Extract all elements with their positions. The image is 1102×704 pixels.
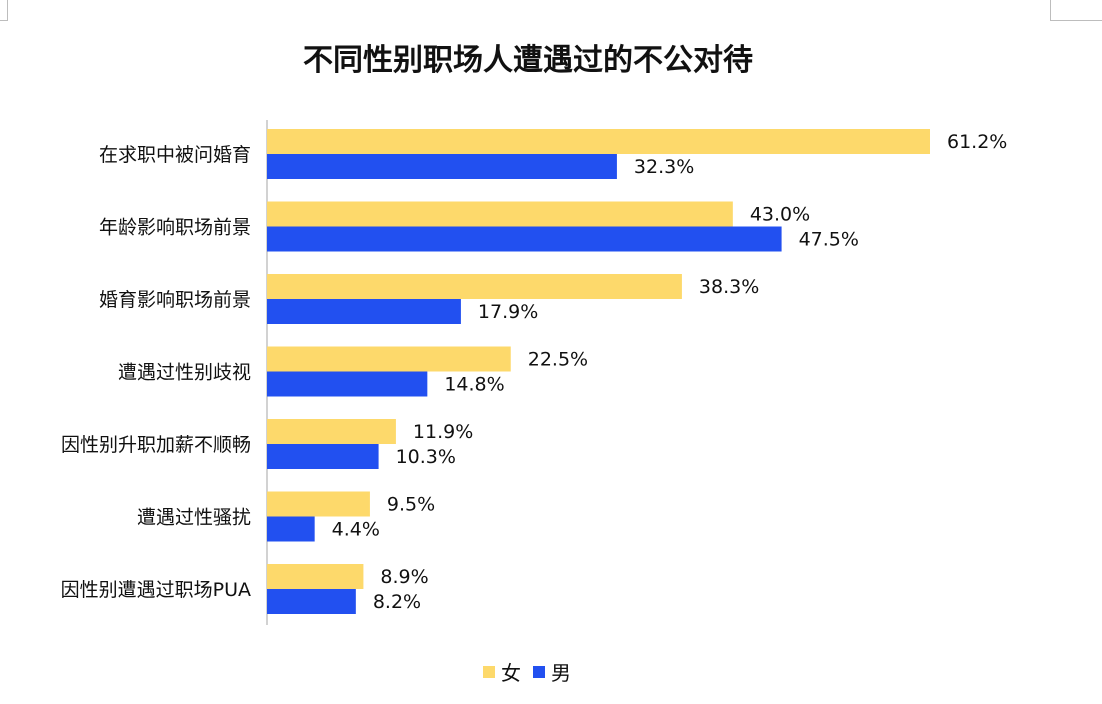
legend-swatch-male [533,666,545,678]
bar-male [267,371,428,397]
bar-male [267,226,782,252]
bar-female [267,419,396,444]
window-corner-right [1050,0,1102,21]
bar-female [267,129,930,154]
bar-male [267,444,379,469]
data-label: 17.9% [478,301,538,323]
legend-label-female: 女 [501,661,521,685]
data-label: 8.9% [380,566,428,588]
data-label: 22.5% [528,349,588,371]
bar-female [267,201,733,227]
data-label: 4.4% [332,519,380,541]
bar-male [267,299,461,324]
legend-swatch-female [483,666,495,678]
bar-female [267,274,682,299]
data-label: 43.0% [750,204,810,226]
chart-title: 不同性别职场人遭遇过的不公对待 [303,43,753,78]
category-label: 因性别遭遇过职场PUA [61,579,251,601]
data-label: 32.3% [634,156,694,178]
data-label: 61.2% [947,131,1007,153]
category-label: 年龄影响职场前景 [99,217,251,239]
legend: 女男 [483,661,571,685]
data-label: 10.3% [396,446,456,468]
category-label: 在求职中被问婚育 [99,144,251,166]
data-label: 38.3% [699,276,759,298]
bars-group: 在求职中被问婚育 61.2% 32.3% 年龄影响职场前景 43.0% 47.5% 婚育影响… [61,129,1007,614]
bar-male [267,589,356,614]
bar-male [267,154,617,179]
data-label: 8.2% [373,591,421,613]
data-label: 47.5% [799,229,859,251]
category-label: 遭遇过性骚扰 [137,507,251,529]
bar-female [267,564,364,589]
category-label: 因性别升职加薪不顺畅 [61,434,251,456]
data-label: 14.8% [444,374,504,396]
legend-label-male: 男 [551,661,571,685]
category-label: 婚育影响职场前景 [99,289,251,311]
bar-female [267,346,511,372]
bar-female [267,491,370,517]
category-label: 遭遇过性别歧视 [118,362,251,384]
bar-male [267,516,315,542]
data-label: 9.5% [387,494,435,516]
window-corner-left [0,0,8,21]
data-label: 11.9% [413,421,473,443]
